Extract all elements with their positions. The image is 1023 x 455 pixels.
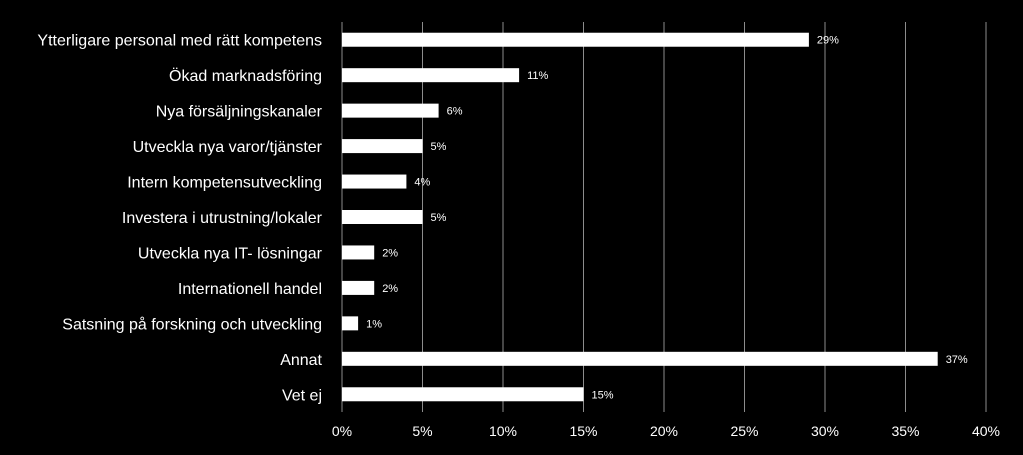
data-label: 5% xyxy=(431,212,447,224)
data-label: 11% xyxy=(527,70,548,82)
x-tick-label: 10% xyxy=(489,423,517,439)
category-labels: Ytterligare personal med rätt kompetens Ö… xyxy=(37,33,322,405)
bar xyxy=(342,351,938,366)
data-label: 29% xyxy=(817,35,839,47)
x-tick-label: 5% xyxy=(412,423,432,439)
category-label: Internationell handel xyxy=(178,281,322,298)
x-tick-label: 0% xyxy=(332,423,352,439)
x-tick-label: 30% xyxy=(811,423,839,439)
x-tick-label: 20% xyxy=(650,423,678,439)
x-tick-label: 40% xyxy=(972,423,1000,439)
category-label: Investera i utrustning/lokaler xyxy=(122,210,323,227)
x-tick-label: 15% xyxy=(569,423,597,439)
bar xyxy=(342,68,520,83)
data-label: 37% xyxy=(946,354,968,366)
data-label: 15% xyxy=(592,389,614,401)
category-label: Nya försäljningskanaler xyxy=(156,104,323,121)
grid-lines xyxy=(341,22,987,412)
bar xyxy=(342,139,423,154)
category-label: Utveckla nya IT- lösningar xyxy=(138,245,323,262)
bar xyxy=(342,174,407,189)
category-label: Utveckla nya varor/tjänster xyxy=(133,139,323,156)
bars xyxy=(342,32,938,402)
bar xyxy=(342,103,439,118)
bar xyxy=(342,387,584,402)
x-axis-tick-labels: 0% 5% 10% 15% 20% 25% 30% 35% 40% xyxy=(332,423,1000,439)
category-label: Intern kompetensutveckling xyxy=(127,175,322,192)
category-label: Vet ej xyxy=(282,387,322,404)
x-tick-label: 25% xyxy=(730,423,758,439)
category-label: Annat xyxy=(280,352,322,369)
data-label: 4% xyxy=(414,177,430,189)
bar xyxy=(342,245,375,260)
x-tick-label: 35% xyxy=(891,423,919,439)
data-label: 6% xyxy=(447,106,463,118)
category-label: Ökad marknadsföring xyxy=(169,67,322,85)
data-label: 2% xyxy=(382,247,398,259)
data-label: 1% xyxy=(366,318,382,330)
category-label: Ytterligare personal med rätt kompetens xyxy=(37,33,322,50)
bar xyxy=(342,32,809,47)
bar xyxy=(342,316,359,331)
bar xyxy=(342,210,423,224)
data-label: 2% xyxy=(382,283,398,295)
data-labels: 29% 11% 6% 5% 4% 5% 2% 2% 1% 37% 15% xyxy=(366,35,968,402)
bar xyxy=(342,280,375,295)
data-label: 5% xyxy=(431,141,447,153)
category-label: Satsning på forskning och utveckling xyxy=(62,315,322,333)
